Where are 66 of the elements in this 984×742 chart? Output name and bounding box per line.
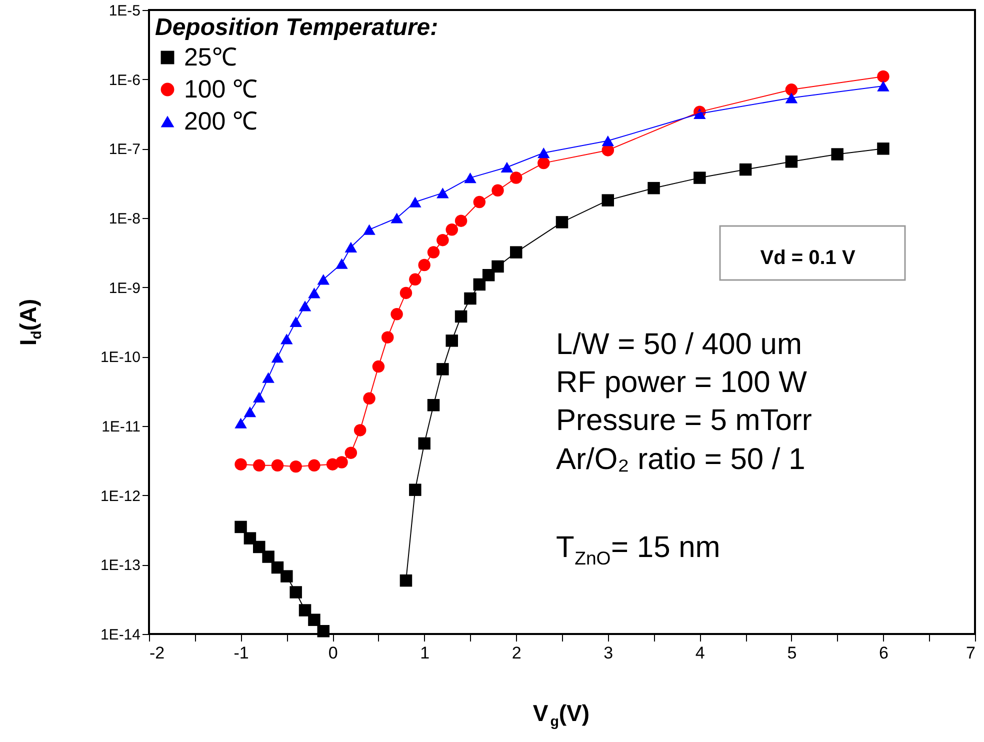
x-tick-label: 0 bbox=[328, 644, 338, 662]
point bbox=[336, 456, 348, 468]
point bbox=[877, 142, 890, 155]
point bbox=[510, 172, 522, 184]
point bbox=[290, 586, 302, 598]
y-tick-label: 1E-10 bbox=[100, 349, 140, 366]
point bbox=[253, 459, 266, 472]
x-tick-label: 3 bbox=[604, 644, 614, 662]
x-tick-label: 2 bbox=[512, 644, 522, 662]
point bbox=[427, 246, 440, 258]
point bbox=[500, 162, 514, 173]
point bbox=[400, 574, 412, 587]
point bbox=[510, 246, 522, 258]
point bbox=[785, 156, 798, 168]
point bbox=[602, 194, 614, 206]
point bbox=[234, 520, 247, 534]
point bbox=[877, 70, 890, 83]
annotation: L/W = 50 / 400 um bbox=[556, 328, 802, 361]
point bbox=[262, 550, 274, 563]
point bbox=[436, 363, 449, 376]
y-tick-label: 1E-5 bbox=[108, 2, 140, 20]
point bbox=[446, 334, 458, 347]
point bbox=[280, 570, 293, 582]
x-tick-label: 6 bbox=[878, 644, 888, 662]
point bbox=[308, 614, 320, 626]
x-tick-label: 1 bbox=[420, 644, 430, 662]
y-tick-label: 1E-14 bbox=[100, 626, 140, 644]
point bbox=[372, 360, 385, 373]
point bbox=[694, 172, 706, 184]
y-axis-title: Id(A) bbox=[15, 298, 46, 346]
annotation: Vd = 0.1 V bbox=[760, 247, 856, 269]
x-tick-label: -1 bbox=[234, 644, 249, 662]
point bbox=[400, 286, 412, 300]
point bbox=[234, 418, 247, 428]
y-tick-label: 1E-11 bbox=[102, 418, 140, 436]
x-tick-label: 4 bbox=[695, 644, 705, 662]
y-tick-label: 1E-6 bbox=[108, 72, 140, 89]
point bbox=[556, 216, 568, 228]
legend-label: 100 ℃ bbox=[184, 76, 258, 104]
point bbox=[427, 399, 440, 412]
annotation: Ar/O₂ ratio = 50 / 1 bbox=[556, 443, 806, 476]
legend-title: Deposition Temperature: bbox=[155, 14, 438, 41]
point bbox=[390, 308, 403, 320]
legend-label: 200 ℃ bbox=[184, 108, 258, 136]
point bbox=[234, 458, 247, 470]
point bbox=[418, 437, 430, 450]
y-tick-label: 1E-7 bbox=[108, 141, 140, 158]
point bbox=[464, 292, 476, 305]
y-tick-label: 1E-13 bbox=[100, 557, 140, 574]
y-tick-label: 1E-12 bbox=[100, 488, 140, 505]
point bbox=[648, 182, 660, 194]
point bbox=[409, 484, 422, 496]
point bbox=[454, 214, 468, 227]
point bbox=[271, 459, 284, 472]
point bbox=[317, 625, 330, 638]
legend-label: 25℃ bbox=[184, 44, 237, 72]
x-tick-label: -2 bbox=[150, 644, 165, 662]
x-tick-label: 7 bbox=[966, 644, 976, 662]
point bbox=[831, 148, 844, 160]
point bbox=[877, 80, 890, 92]
y-tick-label: 1E-9 bbox=[108, 280, 140, 297]
annotation: RF power = 100 W bbox=[556, 366, 808, 399]
y-tick-label: 1E-8 bbox=[108, 210, 140, 228]
point bbox=[390, 212, 403, 224]
annotation: Pressure = 5 mTorr bbox=[556, 404, 812, 437]
x-tick-label: 5 bbox=[787, 644, 797, 662]
